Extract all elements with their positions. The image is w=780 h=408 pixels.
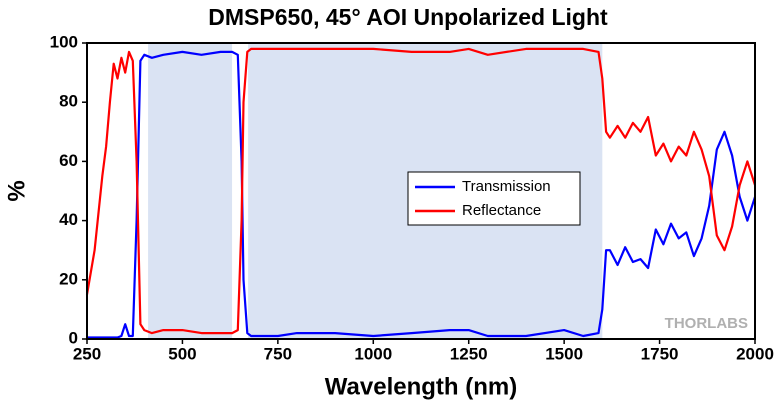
series-line bbox=[87, 50, 757, 339]
legend-label: Reflectance bbox=[462, 202, 541, 219]
y-tick-label: 80 bbox=[59, 92, 78, 111]
y-tick-label: 0 bbox=[69, 328, 78, 347]
x-tick-label: 250 bbox=[73, 344, 101, 363]
legend-box bbox=[407, 171, 581, 226]
y-tick-label: 100 bbox=[50, 32, 78, 51]
x-tick-label: 1250 bbox=[450, 344, 488, 363]
y-tick-label: 40 bbox=[59, 210, 78, 229]
y-axis-label: % bbox=[3, 180, 30, 201]
x-tick-label: 1500 bbox=[545, 344, 583, 363]
y-tick-label: 20 bbox=[59, 269, 78, 288]
x-tick-label: 1750 bbox=[641, 344, 679, 363]
x-tick-label: 1000 bbox=[354, 344, 392, 363]
chart-title: DMSP650, 45° AOI Unpolarized Light bbox=[208, 4, 608, 30]
x-tick-label: 500 bbox=[168, 344, 196, 363]
series-line bbox=[85, 47, 757, 335]
y-tick-label: 60 bbox=[59, 151, 78, 170]
x-tick-label: 750 bbox=[264, 344, 292, 363]
x-axis-label: Wavelength (nm) bbox=[325, 373, 517, 400]
legend-label: Transmission bbox=[462, 178, 551, 195]
shaded-range bbox=[148, 43, 233, 339]
watermark: THORLABS bbox=[665, 315, 748, 332]
x-tick-label: 2000 bbox=[736, 344, 774, 363]
legend: Transmission Reflectance bbox=[407, 171, 581, 226]
plot-frame bbox=[86, 42, 756, 340]
